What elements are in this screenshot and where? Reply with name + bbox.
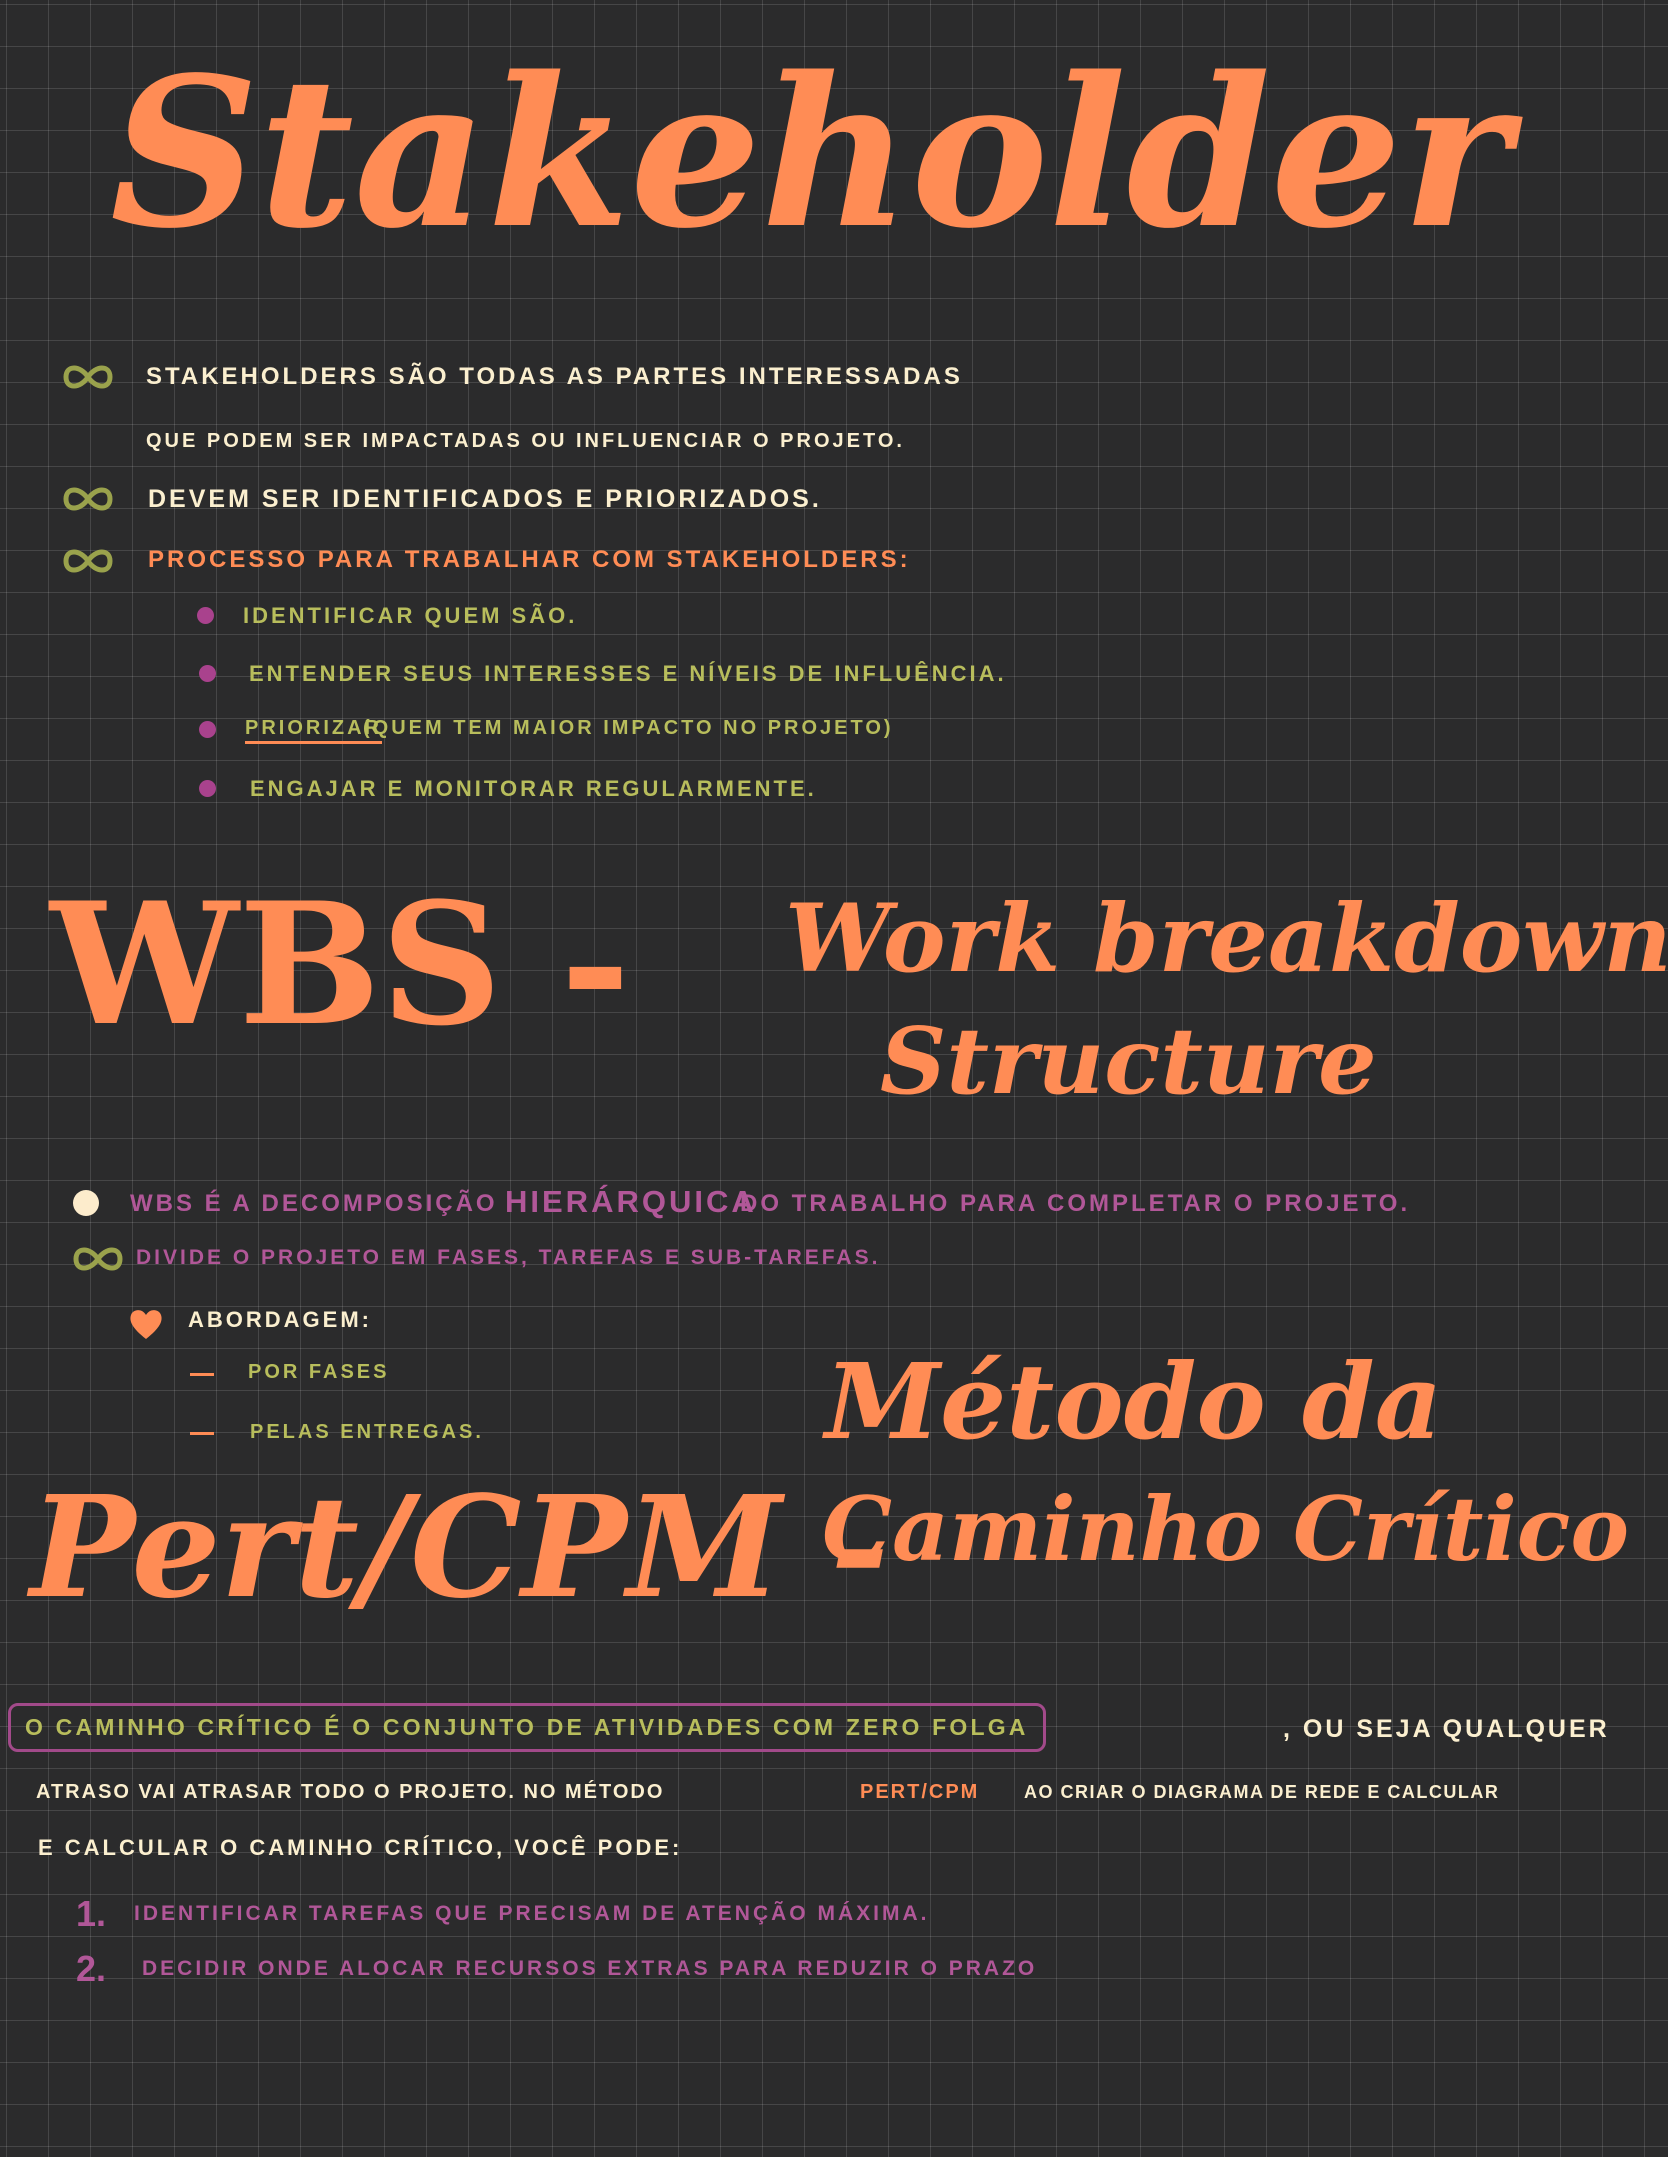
bullet-dot-icon [199,780,216,797]
bullet-dot-icon [197,607,214,624]
wbs-bullet-1b: hierárquica [505,1184,757,1219]
pert-paragraph-line2a: atraso vai atrasar todo o projeto. No mé… [36,1781,665,1803]
heart-icon [128,1307,164,1341]
bullet-dot-icon [199,721,216,738]
stakeholder-bullet-2: Devem ser identificados e priorizados. [148,485,822,513]
pert-paragraph-line3: e calcular o caminho crítico, você pode: [38,1835,683,1860]
wbs-expansion-line2: Structure [880,1007,1377,1115]
bullet-dot-icon [199,665,216,682]
wbs-bullet-1a: WBS é a decomposição [130,1190,498,1217]
critical-path-definition: O caminho crítico é o conjunto de ativid… [25,1714,1029,1740]
dash-icon [190,1373,214,1376]
pert-method-line2: Caminho Crítico [822,1477,1630,1581]
step-engage: engajar e monitorar regularmente. [250,776,817,801]
dash-icon [190,1432,214,1435]
step-prioritize: priorizar [245,718,382,744]
infinity-icon [60,484,116,514]
pert-acronym: Pert/CPM - [30,1466,889,1630]
list-number-2: 2. [76,1948,107,1989]
pert-paragraph-line2b: Pert/CPM [860,1781,980,1803]
wbs-bullet-2: Divide o projeto em fases, tarefas e sub… [136,1246,881,1269]
wbs-acronym: WBS - [50,865,631,1063]
pert-method-line1: Método da [825,1340,1443,1463]
wbs-expansion-line1: Work breakdown [785,884,1668,994]
infinity-icon [70,1244,126,1274]
critical-path-definition-box: O caminho crítico é o conjunto de ativid… [8,1703,1046,1752]
stakeholder-bullet-1-cont: que podem ser impactadas ou influenciar … [146,430,905,452]
pert-paragraph-line1: , ou seja qualquer [1283,1715,1610,1743]
bullet-dot-icon [73,1190,99,1216]
stakeholder-bullet-3: Processo para trabalhar com stakeholders… [148,546,911,573]
infinity-icon [60,546,116,576]
step-understand: entender seus interesses e níveis de inf… [249,661,1007,686]
step-prioritize-detail: (quem tem maior impacto no projeto) [363,717,894,739]
wbs-bullet-1c: do trabalho para completar o projeto. [740,1190,1411,1217]
pert-paragraph-line2c: ao criar o diagrama de rede e calcular [1024,1782,1500,1802]
wbs-approach-phases: por fases [248,1361,390,1383]
wbs-approach-label: Abordagem: [188,1307,372,1332]
list-item-1: identificar tarefas que precisam de aten… [134,1902,930,1925]
list-item-2: decidir onde alocar recursos extras para… [142,1957,1038,1980]
infinity-icon [60,362,116,392]
stakeholder-bullet-1: Stakeholders são todas as partes interes… [146,363,963,390]
wbs-approach-deliverables: pelas entregas. [250,1421,484,1443]
step-identify: identificar quem são. [243,603,578,628]
list-number-1: 1. [76,1893,107,1934]
stakeholder-title: Stakeholder [110,32,1511,274]
